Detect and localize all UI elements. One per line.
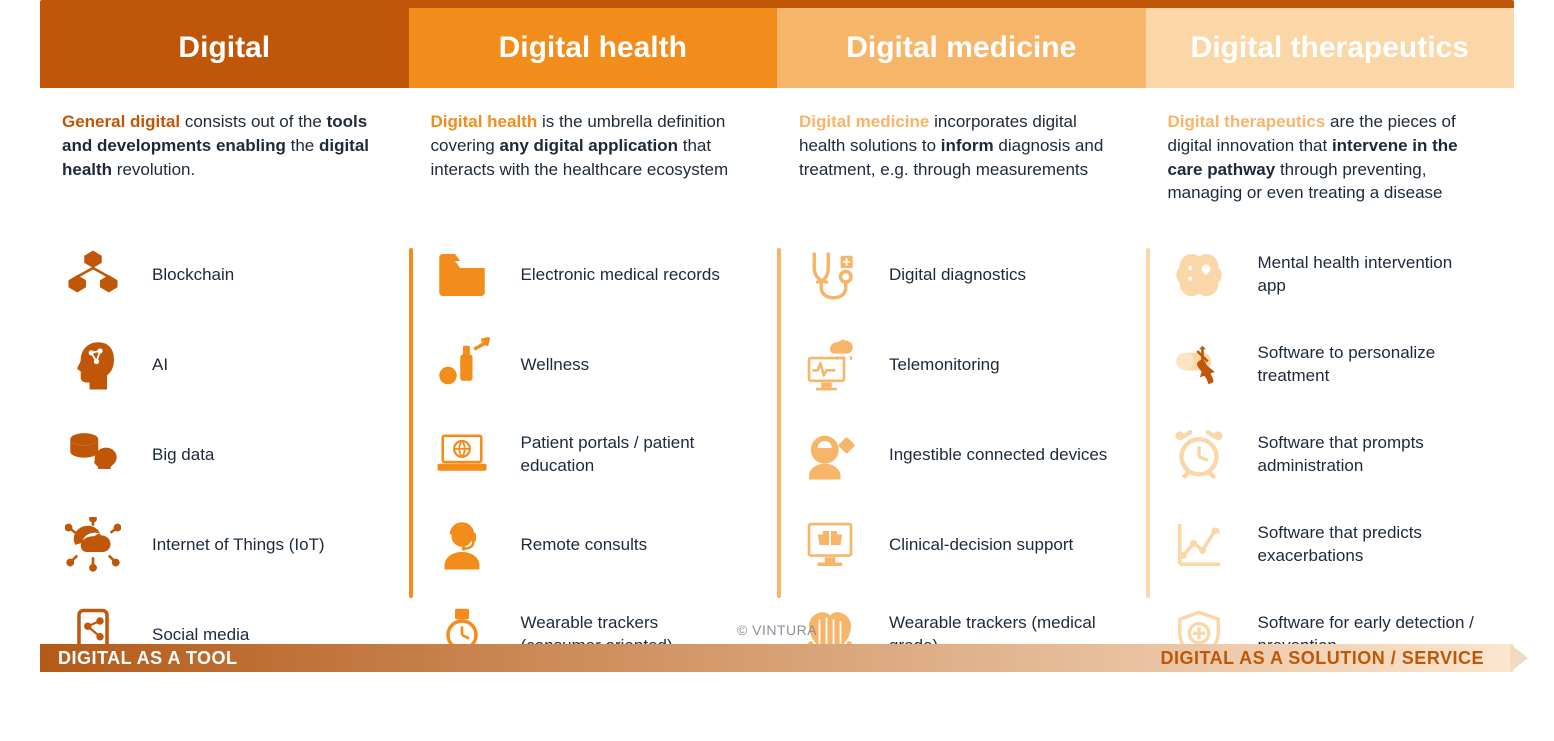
item-label: Clinical-decision support xyxy=(889,534,1073,557)
headset-person-icon xyxy=(431,514,493,576)
personalize-icon xyxy=(1168,334,1230,396)
header-digital-medicine: Digital medicine xyxy=(777,8,1146,88)
item-label: Internet of Things (IoT) xyxy=(152,534,325,557)
ingestible-icon xyxy=(799,424,861,486)
item-label: Software to personalize treatment xyxy=(1258,342,1478,388)
column-digital-therapeutics: Digital therapeutics are the pieces of d… xyxy=(1146,88,1515,680)
item-label: Software that predicts exacerbations xyxy=(1258,522,1478,568)
item-label: Telemonitoring xyxy=(889,354,1000,377)
list-item: Mental health intervention app xyxy=(1168,230,1493,320)
item-label: Software that prompts administration xyxy=(1258,432,1478,478)
columns-container: General digital consists out of the tool… xyxy=(40,88,1514,680)
item-label: Big data xyxy=(152,444,214,467)
items-digital-therapeutics: Mental health intervention app Software … xyxy=(1168,230,1493,680)
items-digital: Blockchain AI Big data Internet of Thing… xyxy=(62,230,387,680)
items-digital-medicine: Digital diagnostics Telemonitoring Inges… xyxy=(799,230,1124,680)
stethoscope-icon xyxy=(799,244,861,306)
predict-chart-icon xyxy=(1168,514,1230,576)
item-label: Digital diagnostics xyxy=(889,264,1026,287)
header-row: DigitalDigital healthDigital medicineDig… xyxy=(40,8,1514,88)
footer-right-label: DIGITAL AS A SOLUTION / SERVICE xyxy=(1160,648,1496,669)
alarm-icon xyxy=(1168,424,1230,486)
wellness-icon xyxy=(431,334,493,396)
list-item: Electronic medical records xyxy=(431,230,756,320)
description-digital-medicine: Digital medicine incorporates digital he… xyxy=(799,110,1124,220)
list-item: Software that prompts administration xyxy=(1168,410,1493,500)
cds-monitor-icon xyxy=(799,514,861,576)
list-item: Software to personalize treatment xyxy=(1168,320,1493,410)
divider-digital-therapeutics xyxy=(1146,248,1150,598)
copyright-text: © VINTURA xyxy=(737,622,817,638)
list-item: Telemonitoring xyxy=(799,320,1124,410)
header-digital: Digital xyxy=(40,8,409,88)
item-label: Ingestible connected devices xyxy=(889,444,1107,467)
folder-icon xyxy=(431,244,493,306)
telemonitor-icon xyxy=(799,334,861,396)
list-item: Big data xyxy=(62,410,387,500)
item-label: Remote consults xyxy=(521,534,648,557)
footer-arrowhead-icon xyxy=(1510,644,1528,672)
description-digital-therapeutics: Digital therapeutics are the pieces of d… xyxy=(1168,110,1493,220)
item-label: Patient portals / patient education xyxy=(521,432,741,478)
laptop-globe-icon xyxy=(431,424,493,486)
item-label: Mental health intervention app xyxy=(1258,252,1478,298)
list-item: Clinical-decision support xyxy=(799,500,1124,590)
item-label: Electronic medical records xyxy=(521,264,720,287)
list-item: Software that predicts exacerbations xyxy=(1168,500,1493,590)
list-item: Blockchain xyxy=(62,230,387,320)
items-digital-health: Electronic medical records Wellness Pati… xyxy=(431,230,756,680)
column-digital-health: Digital health is the umbrella definitio… xyxy=(409,88,778,680)
column-digital: General digital consists out of the tool… xyxy=(40,88,409,680)
blockchain-icon xyxy=(62,244,124,306)
list-item: Wellness xyxy=(431,320,756,410)
description-digital-health: Digital health is the umbrella definitio… xyxy=(431,110,756,220)
column-digital-medicine: Digital medicine incorporates digital he… xyxy=(777,88,1146,680)
divider-digital-health xyxy=(409,248,413,598)
list-item: Ingestible connected devices xyxy=(799,410,1124,500)
item-label: AI xyxy=(152,354,168,377)
list-item: Digital diagnostics xyxy=(799,230,1124,320)
item-label: Wellness xyxy=(521,354,590,377)
list-item: AI xyxy=(62,320,387,410)
footer-bar: DIGITAL AS A TOOL DIGITAL AS A SOLUTION … xyxy=(40,644,1514,672)
header-digital-health: Digital health xyxy=(409,8,778,88)
list-item: Remote consults xyxy=(431,500,756,590)
brain-icon xyxy=(1168,244,1230,306)
header-digital-therapeutics: Digital therapeutics xyxy=(1146,8,1515,88)
top-accent-bar xyxy=(40,0,1514,8)
divider-digital-medicine xyxy=(777,248,781,598)
footer-left-label: DIGITAL AS A TOOL xyxy=(58,648,238,669)
ai-head-icon xyxy=(62,334,124,396)
bigdata-icon xyxy=(62,424,124,486)
description-digital: General digital consists out of the tool… xyxy=(62,110,387,220)
list-item: Patient portals / patient education xyxy=(431,410,756,500)
iot-icon xyxy=(62,514,124,576)
list-item: Internet of Things (IoT) xyxy=(62,500,387,590)
item-label: Blockchain xyxy=(152,264,234,287)
